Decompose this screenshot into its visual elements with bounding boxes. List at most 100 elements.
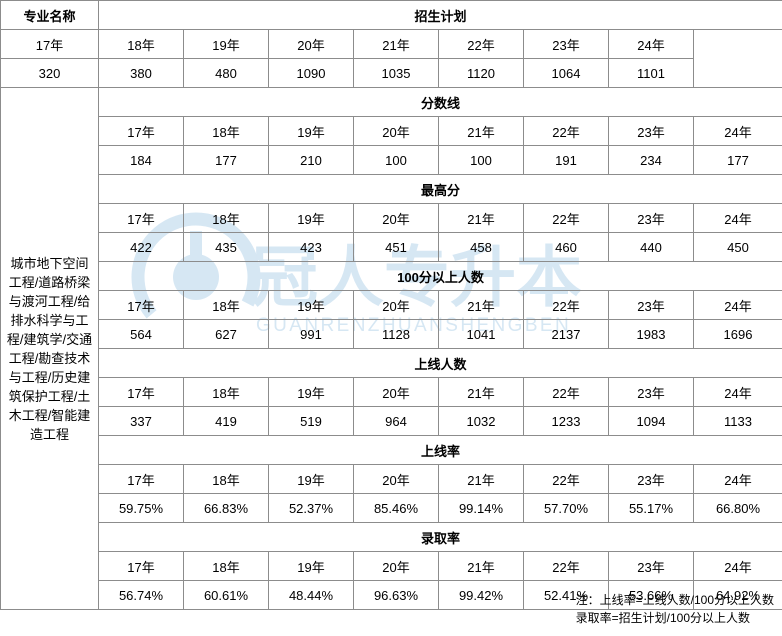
- value-cell: 99.42%: [439, 581, 524, 610]
- value-cell: 1041: [439, 320, 524, 349]
- value-cell: 1233: [524, 407, 609, 436]
- year-header-cell: 22年: [439, 30, 524, 59]
- value-cell: 1101: [609, 59, 694, 88]
- year-header-cell: 22年: [524, 291, 609, 320]
- year-header-cell: 21年: [439, 204, 524, 233]
- value-cell: 234: [609, 146, 694, 175]
- section-title: 录取率: [99, 523, 782, 552]
- year-header-cell: 23年: [609, 117, 694, 146]
- section-title: 100分以上人数: [99, 262, 782, 291]
- value-cell: 177: [694, 146, 782, 175]
- value-cell: 66.80%: [694, 494, 782, 523]
- year-header-cell: 17年: [99, 465, 184, 494]
- major-name-cell: 城市地下空间工程/道路桥梁与渡河工程/给排水科学与工程/建筑学/交通工程/勘查技…: [1, 88, 99, 610]
- footnote-line-2: 录取率=招生计划/100分以上人数: [576, 609, 774, 627]
- year-header-cell: 21年: [439, 117, 524, 146]
- year-header-cell: 18年: [184, 291, 269, 320]
- value-cell: 66.83%: [184, 494, 269, 523]
- value-cell: 627: [184, 320, 269, 349]
- year-header-cell: 24年: [694, 204, 782, 233]
- year-header-cell: 23年: [524, 30, 609, 59]
- section-title-row: 100分以上人数: [1, 262, 782, 291]
- year-header-cell: 23年: [609, 378, 694, 407]
- year-header-cell: 19年: [269, 378, 354, 407]
- year-header-cell: 17年: [99, 204, 184, 233]
- value-cell: 52.37%: [269, 494, 354, 523]
- year-header-cell: 18年: [184, 117, 269, 146]
- value-cell: 99.14%: [439, 494, 524, 523]
- value-cell: 56.74%: [99, 581, 184, 610]
- value-cell: 964: [354, 407, 439, 436]
- value-cell: 435: [184, 233, 269, 262]
- year-header-cell: 22年: [524, 204, 609, 233]
- year-header-cell: 20年: [354, 291, 439, 320]
- value-cell: 48.44%: [269, 581, 354, 610]
- year-header-cell: 17年: [1, 30, 99, 59]
- value-cell: 422: [99, 233, 184, 262]
- year-header-cell: 22年: [524, 117, 609, 146]
- section-title-row: 专业名称招生计划: [1, 1, 782, 30]
- year-header-cell: 20年: [354, 465, 439, 494]
- year-header-cell: 21年: [354, 30, 439, 59]
- year-header-cell: 22年: [524, 465, 609, 494]
- year-header-cell: 17年: [99, 291, 184, 320]
- year-header-cell: 24年: [609, 30, 694, 59]
- year-header-cell: 22年: [524, 378, 609, 407]
- year-header-cell: 17年: [99, 552, 184, 581]
- year-header-cell: 24年: [694, 291, 782, 320]
- value-cell: 1064: [524, 59, 609, 88]
- value-cell: 480: [184, 59, 269, 88]
- value-cell: 1133: [694, 407, 782, 436]
- section-title: 上线率: [99, 436, 782, 465]
- section-title-row: 上线率: [1, 436, 782, 465]
- year-header-cell: 20年: [269, 30, 354, 59]
- value-cell: 419: [184, 407, 269, 436]
- section-title-row: 最高分: [1, 175, 782, 204]
- year-header-cell: 20年: [354, 117, 439, 146]
- value-cell: 320: [1, 59, 99, 88]
- year-header-cell: 23年: [609, 291, 694, 320]
- value-cell: 1120: [439, 59, 524, 88]
- year-header-cell: 23年: [609, 204, 694, 233]
- name-column-header: 专业名称: [1, 1, 99, 30]
- year-header-cell: 18年: [184, 378, 269, 407]
- value-cell: 1696: [694, 320, 782, 349]
- year-header-cell: 17年: [99, 117, 184, 146]
- value-cell: 458: [439, 233, 524, 262]
- value-cell: 451: [354, 233, 439, 262]
- value-cell: 100: [439, 146, 524, 175]
- value-cell: 96.63%: [354, 581, 439, 610]
- section-title-row: 上线人数: [1, 349, 782, 378]
- value-cell: 57.70%: [524, 494, 609, 523]
- value-cell: 177: [184, 146, 269, 175]
- year-header-cell: 18年: [184, 552, 269, 581]
- section-title-row: 城市地下空间工程/道路桥梁与渡河工程/给排水科学与工程/建筑学/交通工程/勘查技…: [1, 88, 782, 117]
- value-cell: 380: [99, 59, 184, 88]
- year-header-cell: 23年: [609, 465, 694, 494]
- section-title-row: 录取率: [1, 523, 782, 552]
- value-cell: 85.46%: [354, 494, 439, 523]
- value-cell: 1128: [354, 320, 439, 349]
- year-header-cell: 24年: [694, 465, 782, 494]
- value-cell: 1090: [269, 59, 354, 88]
- year-header-cell: 18年: [184, 465, 269, 494]
- value-cell: 337: [99, 407, 184, 436]
- value-cell: 991: [269, 320, 354, 349]
- value-cell: 1032: [439, 407, 524, 436]
- value-row: 59.75%66.83%52.37%85.46%99.14%57.70%55.1…: [1, 494, 782, 523]
- footnote: 注：上线率=上线人数/100分以上人数 录取率=招生计划/100分以上人数: [576, 591, 774, 627]
- footnote-line-1: 注：上线率=上线人数/100分以上人数: [576, 591, 774, 609]
- value-cell: 423: [269, 233, 354, 262]
